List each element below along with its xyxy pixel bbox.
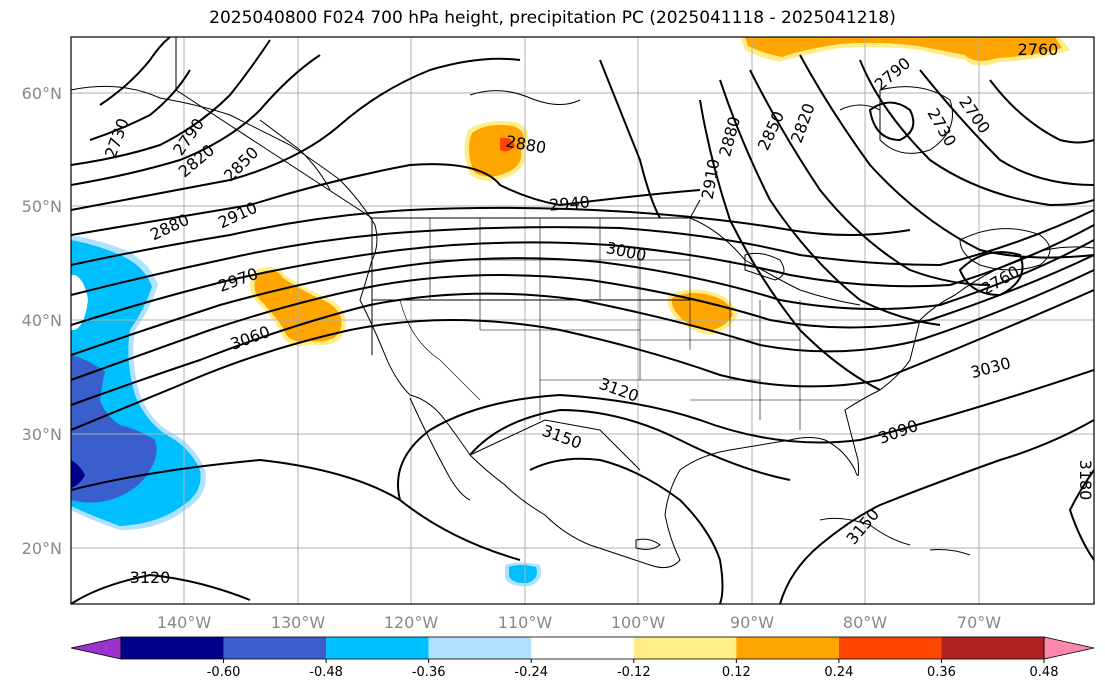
graticule xyxy=(71,37,1094,604)
colorbar-segment xyxy=(223,637,327,659)
colorbar-segment xyxy=(428,637,532,659)
contour-label: 3180 xyxy=(1076,460,1095,501)
lat-label: 40°N xyxy=(22,311,62,330)
colorbar-segment xyxy=(838,637,942,659)
lon-label: 100°W xyxy=(611,613,666,632)
contour-label: 3120 xyxy=(130,568,171,587)
colorbar-extend-high xyxy=(1043,636,1095,660)
colorbar-tick-label: 0.12 xyxy=(722,665,751,680)
map-title: 2025040800 F024 700 hPa height, precipit… xyxy=(209,8,896,28)
plot-border xyxy=(70,36,1095,605)
latitude-labels: 60°N 50°N 40°N 30°N 20°N xyxy=(22,84,62,558)
colorbar-border xyxy=(120,636,1045,660)
colorbar-extend-low xyxy=(70,636,122,660)
lon-label: 140°W xyxy=(157,613,212,632)
colorbar-tick-label: -0.60 xyxy=(207,665,241,680)
lat-label: 20°N xyxy=(22,539,62,558)
colorbar-segment xyxy=(326,637,429,659)
contour-label: 2940 xyxy=(548,192,590,214)
contour-label: 2760 xyxy=(1018,40,1059,59)
colorbar-tick-label: 0.24 xyxy=(824,665,853,680)
height-contours xyxy=(71,37,1094,604)
lon-label: 80°W xyxy=(843,613,887,632)
coastlines xyxy=(71,37,1094,569)
colorbar: -0.60 -0.48 -0.36 -0.24 -0.12 0.12 0.24 0.36 0.4… xyxy=(70,636,1095,680)
lon-label: 130°W xyxy=(271,613,326,632)
lat-label: 50°N xyxy=(22,197,62,216)
colorbar-tick-label: -0.48 xyxy=(309,665,343,680)
colorbar-segment xyxy=(941,637,1044,659)
colorbar-tick-label: -0.12 xyxy=(617,665,651,680)
colorbar-tick-label: 0.36 xyxy=(927,665,956,680)
colorbar-segment xyxy=(531,637,634,659)
lat-label: 30°N xyxy=(22,425,62,444)
precip-negative-areas xyxy=(71,235,542,587)
lon-label: 90°W xyxy=(730,613,774,632)
longitude-labels: 140°W 130°W 120°W 110°W 100°W 90°W 80°W … xyxy=(157,613,1001,632)
lon-label: 110°W xyxy=(498,613,553,632)
colorbar-tick-label: -0.36 xyxy=(412,665,446,680)
lat-label: 60°N xyxy=(22,84,62,103)
lon-label: 70°W xyxy=(957,613,1001,632)
lon-label: 120°W xyxy=(384,613,439,632)
colorbar-segment xyxy=(633,637,737,659)
colorbar-tick-label: -0.24 xyxy=(514,665,548,680)
colorbar-segment xyxy=(736,637,839,659)
colorbar-tick-label: 0.48 xyxy=(1030,665,1059,680)
colorbar-segment xyxy=(121,637,224,659)
